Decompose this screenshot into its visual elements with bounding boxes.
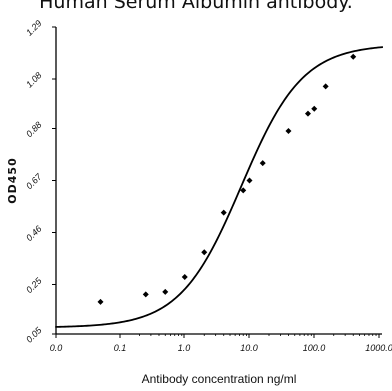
data-point xyxy=(201,249,208,256)
x-tick-label: 1000.0 xyxy=(365,343,392,353)
data-point xyxy=(240,187,247,194)
y-tick-label: 0.46 xyxy=(24,224,43,243)
y-tick-label: 0.05 xyxy=(24,324,44,344)
fit-curve xyxy=(55,46,383,328)
y-axis-label: OD450 xyxy=(6,157,19,203)
x-tick-label: 100.0 xyxy=(303,343,326,353)
data-point xyxy=(142,291,149,298)
data-point xyxy=(162,288,169,295)
data-point xyxy=(285,127,292,134)
data-point xyxy=(220,209,227,216)
y-tick-label: 0.25 xyxy=(24,275,44,295)
x-axis-label: Antibody concentration ng/ml xyxy=(142,372,297,386)
y-tick-label: 0.67 xyxy=(24,171,44,191)
data-point xyxy=(350,53,357,60)
chart-title: Human Serum Albumin antibody. xyxy=(39,0,353,13)
data-point xyxy=(311,105,318,112)
data-point xyxy=(97,298,104,305)
x-tick-label: 1.0 xyxy=(178,343,191,353)
y-tick-label: 0.88 xyxy=(24,120,43,139)
x-tick-label: 0.1 xyxy=(114,343,127,353)
x-tick-label: 10.0 xyxy=(240,343,258,353)
data-point xyxy=(246,177,253,184)
data-point xyxy=(259,160,266,167)
x-tick-label: 0.0 xyxy=(50,343,63,353)
y-tick-label: 1.08 xyxy=(24,70,43,89)
data-point xyxy=(304,110,311,117)
y-tick-label: 1.29 xyxy=(24,18,43,37)
data-point xyxy=(181,274,188,281)
data-point xyxy=(322,83,329,90)
